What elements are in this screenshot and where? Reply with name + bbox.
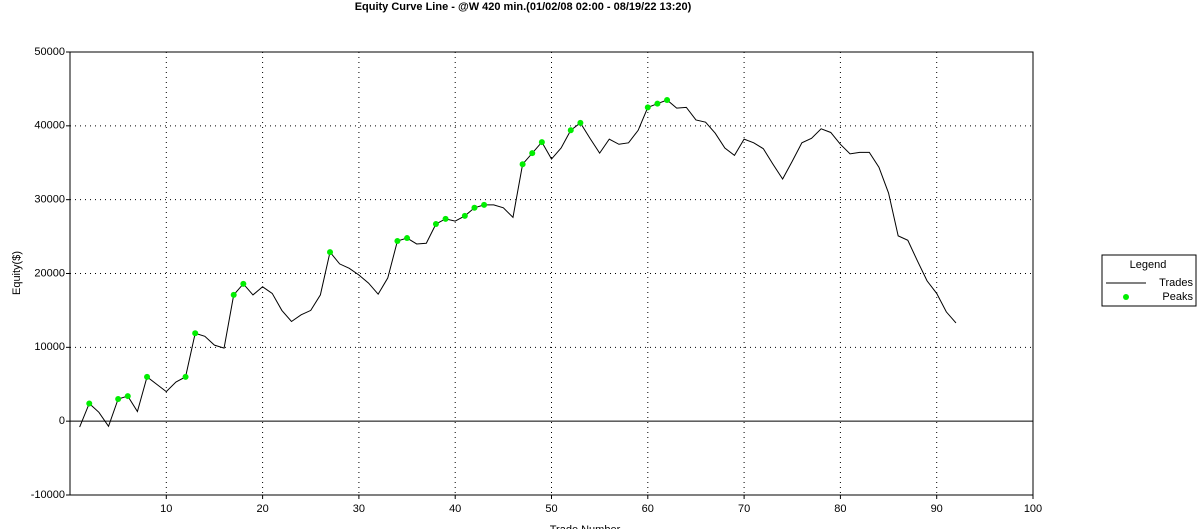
y-tick-label: 40000 — [34, 120, 65, 132]
x-tick-label: 60 — [642, 503, 654, 515]
peak-marker — [481, 201, 488, 208]
x-tick-label: 100 — [1024, 503, 1042, 515]
peak-marker — [115, 396, 122, 403]
peak-marker — [124, 393, 131, 400]
peak-marker — [644, 104, 651, 111]
peak-marker — [664, 96, 671, 103]
peak-marker — [192, 330, 199, 337]
peak-marker — [86, 400, 93, 407]
legend-title: Legend — [1130, 259, 1167, 271]
legend-box — [1101, 254, 1197, 307]
y-tick-label: 0 — [59, 415, 65, 427]
legend-swatch — [1123, 294, 1129, 300]
peak-marker — [404, 235, 411, 242]
y-axis-label: Equity($) — [11, 251, 23, 295]
peak-marker — [230, 291, 237, 298]
legend-label: Peaks — [1162, 291, 1193, 303]
peak-marker — [461, 212, 468, 219]
peak-marker — [442, 215, 449, 222]
peak-marker — [240, 280, 247, 287]
peak-marker — [471, 204, 478, 211]
peak-marker — [432, 221, 439, 228]
peak-marker — [394, 238, 401, 245]
y-tick-label: -10000 — [31, 489, 65, 501]
y-tick-label: 50000 — [34, 46, 65, 58]
peak-marker — [519, 161, 526, 168]
x-axis-label: Trade Number — [550, 524, 621, 529]
legend-label: Trades — [1159, 277, 1193, 289]
peak-marker — [567, 127, 574, 134]
x-tick-label: 50 — [545, 503, 557, 515]
peak-marker — [654, 100, 661, 107]
peak-marker — [538, 139, 545, 146]
x-tick-label: 70 — [738, 503, 750, 515]
x-tick-label: 20 — [256, 503, 268, 515]
x-tick-label: 40 — [449, 503, 461, 515]
x-tick-label: 80 — [834, 503, 846, 515]
peak-marker — [182, 373, 189, 380]
x-tick-label: 10 — [160, 503, 172, 515]
plot-frame — [69, 51, 1034, 496]
y-tick-label: 30000 — [34, 194, 65, 206]
peak-marker — [577, 119, 584, 126]
peak-marker — [529, 150, 536, 157]
peak-marker — [144, 373, 151, 380]
peak-marker — [327, 249, 334, 256]
x-tick-label: 90 — [931, 503, 943, 515]
y-tick-label: 10000 — [34, 341, 65, 353]
equity-line — [79, 99, 957, 428]
y-tick-label: 20000 — [34, 267, 65, 279]
x-tick-label: 30 — [353, 503, 365, 515]
chart-title: Equity Curve Line - @W 420 min.(01/02/08… — [355, 1, 692, 13]
